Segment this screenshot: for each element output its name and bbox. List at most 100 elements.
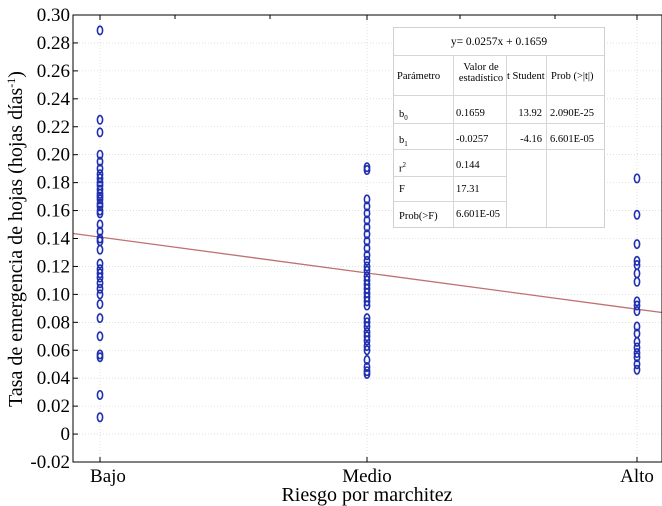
data-point-bajo: [96, 114, 104, 125]
y-axis-title-sup: -1: [4, 78, 18, 88]
y-tick-label: 0.06: [37, 340, 70, 361]
y-tick-label: -0.02: [30, 452, 70, 473]
data-point-medio: [363, 222, 371, 233]
y-tick-label: 0.12: [37, 256, 70, 277]
data-point-medio: [363, 236, 371, 247]
y-tick-label: 0.22: [37, 117, 70, 138]
data-point-alto: [633, 364, 641, 375]
data-point-medio: [363, 215, 371, 226]
y-tick-label: 0.28: [37, 33, 70, 54]
row-b0-t: 13.92: [518, 108, 542, 119]
y-tick-label: 0.04: [37, 368, 71, 389]
data-point-bajo: [96, 299, 104, 310]
data-point-medio: [363, 368, 371, 379]
data-point-alto: [633, 296, 641, 307]
x-axis-ticks: Bajo Medio Alto: [90, 15, 654, 487]
data-point-bajo: [96, 156, 104, 167]
y-tick-label: 0.26: [37, 61, 70, 82]
data-point-bajo: [96, 412, 104, 423]
data-point-bajo: [96, 278, 104, 289]
y-tick-label: 0.30: [37, 5, 70, 26]
data-point-medio: [363, 331, 371, 342]
data-point-bajo: [96, 258, 104, 269]
data-point-bajo: [96, 201, 104, 212]
data-point-bajo: [96, 184, 104, 195]
data-point-medio: [363, 345, 371, 356]
row-r2-value: 0.144: [456, 160, 480, 171]
y-tick-label: 0.20: [37, 145, 70, 166]
x-tick-label-alto: Alto: [620, 466, 654, 487]
data-point-alto: [633, 276, 641, 287]
data-point-medio: [363, 255, 371, 266]
data-point-medio: [363, 362, 371, 373]
data-point-bajo: [96, 226, 104, 237]
y-tick-label: 0.08: [37, 312, 70, 333]
x-axis-title: Riesgo por marchitez: [281, 484, 452, 506]
data-point-bajo: [96, 313, 104, 324]
data-point-alto: [633, 306, 641, 317]
data-point-bajo: [96, 219, 104, 230]
y-axis-title: Tasa de emergencia de hojas (hojas días-…: [4, 71, 27, 407]
data-point-bajo: [96, 25, 104, 36]
data-point-bajo: [96, 163, 104, 174]
y-axis-title-end: ): [5, 71, 27, 78]
data-point-bajo: [96, 194, 104, 205]
data-point-medio: [363, 250, 371, 261]
data-point-medio: [363, 208, 371, 219]
data-point-bajo: [96, 389, 104, 400]
data-point-medio: [363, 321, 371, 332]
data-point-alto: [633, 342, 641, 353]
data-point-alto: [633, 255, 641, 266]
data-point-bajo: [96, 149, 104, 160]
header-valor-1: Valor de: [463, 62, 499, 73]
data-point-bajo: [96, 173, 104, 184]
data-point-alto: [633, 336, 641, 347]
y-tick-label: 0: [61, 424, 71, 445]
row-probf-param: Prob(>F): [399, 211, 438, 222]
y-tick-label: 0.14: [37, 229, 71, 250]
data-point-bajo: [96, 127, 104, 138]
row-r2-param: r2: [399, 161, 406, 175]
y-axis-ticks: -0.02 0 0.02 0.04 0.06 0.08 0.10 0.12 0.14 0.16 0.…: [30, 5, 78, 473]
regression-stats-table: y= 0.0257x + 0.1659 Parámetro Valor de e…: [393, 27, 605, 228]
data-point-medio: [363, 355, 371, 366]
data-point-medio: [363, 265, 371, 276]
data-point-medio: [363, 194, 371, 205]
data-point-bajo: [96, 244, 104, 255]
x-tick-label-bajo: Bajo: [90, 466, 126, 487]
data-point-bajo: [96, 289, 104, 300]
data-point-medio: [363, 201, 371, 212]
data-point-bajo: [96, 268, 104, 279]
data-point-bajo: [96, 352, 104, 363]
data-point-alto: [633, 352, 641, 363]
data-point-bajo: [96, 283, 104, 294]
regression-line: [72, 232, 662, 314]
x-tick-label-medio: Medio: [342, 466, 392, 487]
data-point-alto: [633, 359, 641, 370]
row-b1-param: b1: [399, 135, 408, 149]
data-point-bajo: [96, 272, 104, 283]
y-axis-title-main: Tasa de emergencia de hojas (hojas días: [5, 88, 27, 407]
data-point-alto: [633, 321, 641, 332]
row-b1-prob: 6.601E-05: [550, 134, 595, 145]
y-tick-label: 0.24: [37, 89, 71, 110]
data-points: [96, 25, 641, 423]
data-point-bajo: [96, 331, 104, 342]
header-param: Parámetro: [397, 71, 441, 82]
row-b0-value: 0.1659: [456, 108, 485, 119]
data-point-bajo: [96, 208, 104, 219]
row-f-param: F: [399, 184, 405, 195]
data-point-alto: [633, 173, 641, 184]
y-tick-label: 0.16: [37, 201, 70, 222]
regression-equation: y= 0.0257x + 0.1659: [450, 36, 548, 48]
row-b0-param: b0: [399, 109, 408, 123]
data-point-medio: [363, 300, 371, 311]
row-probf-value: 6.601E-05: [456, 209, 501, 220]
y-tick-label: 0.02: [37, 396, 70, 417]
data-point-medio: [363, 296, 371, 307]
data-point-medio: [363, 243, 371, 254]
header-t: t Student: [507, 71, 545, 82]
row-b1-value: -0.0257: [456, 134, 489, 145]
data-point-medio: [363, 317, 371, 328]
